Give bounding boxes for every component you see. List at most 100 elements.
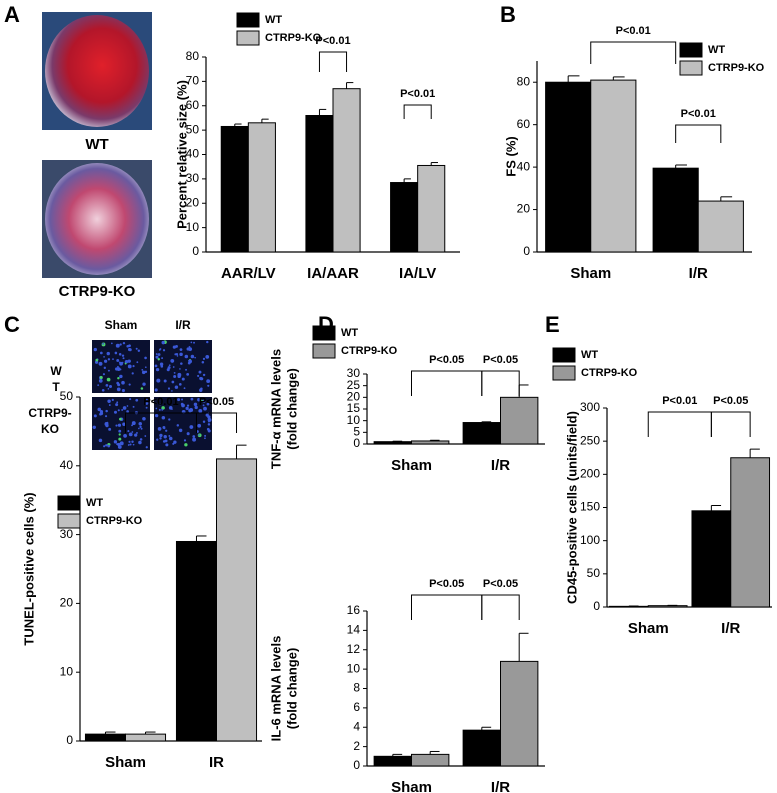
y-tick-label: 40 (517, 159, 531, 173)
legend-label: WT (265, 14, 282, 26)
y-axis-label: TUNEL-positive cells (%) (21, 492, 36, 645)
nucleus (102, 373, 106, 376)
nucleus (145, 398, 148, 401)
nucleus (104, 421, 109, 426)
legend-swatch (312, 343, 336, 359)
y-tick-label: 20 (60, 596, 74, 610)
nucleus (163, 435, 167, 439)
nucleus (167, 387, 171, 390)
x-tick-label: Sham (570, 265, 611, 282)
nucleus (144, 370, 148, 374)
bar (500, 660, 539, 767)
significance-label: P<0.05 (429, 354, 464, 366)
significance-label: P<0.01 (616, 25, 651, 37)
y-tick-label: 0 (66, 733, 73, 747)
significance-bracket (318, 51, 348, 72)
nucleus (105, 415, 108, 418)
photo-caption: WT (85, 136, 108, 153)
nucleus (163, 379, 167, 383)
micrographs (92, 340, 212, 450)
nucleus (207, 417, 212, 422)
nucleus (158, 348, 161, 351)
legend-label: WT (708, 44, 725, 56)
nucleus (115, 343, 120, 348)
nucleus (122, 341, 126, 345)
nucleus (155, 367, 160, 372)
nucleus (194, 356, 196, 359)
legend-swatch (679, 42, 703, 58)
bar (411, 753, 450, 767)
nucleus (139, 438, 143, 441)
nucleus (138, 427, 140, 430)
nucleus (121, 409, 124, 411)
nucleus (101, 388, 105, 392)
bar (373, 755, 412, 767)
bar (417, 164, 446, 253)
nucleus (141, 370, 146, 375)
nucleus (177, 374, 181, 379)
nucleus (206, 379, 211, 384)
y-tick-label: 40 (186, 147, 200, 161)
nucleus (132, 405, 135, 408)
bar (175, 540, 218, 742)
nucleus (107, 369, 110, 372)
bar (332, 88, 361, 253)
x-tick-label: I/R (689, 265, 708, 282)
bar (697, 200, 744, 253)
nucleus (156, 414, 159, 417)
nucleus (192, 438, 195, 440)
nucleus (202, 357, 206, 360)
x-tick-label: I/R (491, 457, 510, 474)
y-tick-label: 100 (580, 533, 600, 547)
nucleus (181, 377, 185, 381)
y-tick-label: 50 (186, 122, 200, 136)
nucleus (184, 443, 188, 447)
nucleus (162, 349, 166, 352)
significance-bracket (195, 412, 238, 433)
nucleus (119, 417, 122, 421)
nucleus (117, 442, 121, 447)
nucleus (103, 366, 106, 370)
x-tick-label: IR (209, 754, 224, 771)
nucleus (137, 349, 141, 352)
legend-label: WT (86, 497, 103, 509)
y-axis-label: FS (%) (503, 136, 518, 176)
y-tick-label: 20 (347, 390, 361, 404)
legend-swatch (312, 325, 336, 341)
y-tick-label: 40 (60, 458, 74, 472)
y-tick-label: 15 (347, 401, 361, 415)
nucleus (121, 388, 125, 393)
nucleus (144, 401, 149, 405)
nucleus (172, 345, 176, 349)
significance-bracket (590, 41, 677, 64)
legend-label: WT (581, 349, 598, 361)
nucleus (138, 421, 143, 426)
y-tick-label: 16 (347, 603, 361, 617)
nucleus (176, 424, 180, 427)
nucleus (138, 440, 142, 445)
nucleus (179, 348, 183, 352)
nucleus (197, 423, 202, 428)
nucleus (98, 378, 103, 383)
nucleus (159, 362, 164, 366)
nucleus (171, 390, 173, 392)
nucleus (93, 347, 97, 352)
nucleus (168, 435, 171, 437)
chart: 0 10 20 30 40 50 60 70 80 Percent relative size (… (174, 12, 460, 282)
legend-swatch (236, 30, 260, 46)
nucleus (181, 398, 184, 401)
nucleus (200, 387, 203, 391)
nucleus (202, 373, 206, 377)
y-tick-label: 5 (353, 425, 360, 439)
y-tick-label: 10 (347, 661, 361, 675)
nucleus (127, 444, 130, 446)
legend-swatch (57, 495, 81, 511)
nucleus (156, 378, 161, 383)
nucleus (116, 387, 121, 392)
y-tick-label: 10 (60, 664, 74, 678)
nucleus (115, 403, 119, 407)
nucleus (190, 341, 193, 344)
nucleus (198, 370, 202, 374)
